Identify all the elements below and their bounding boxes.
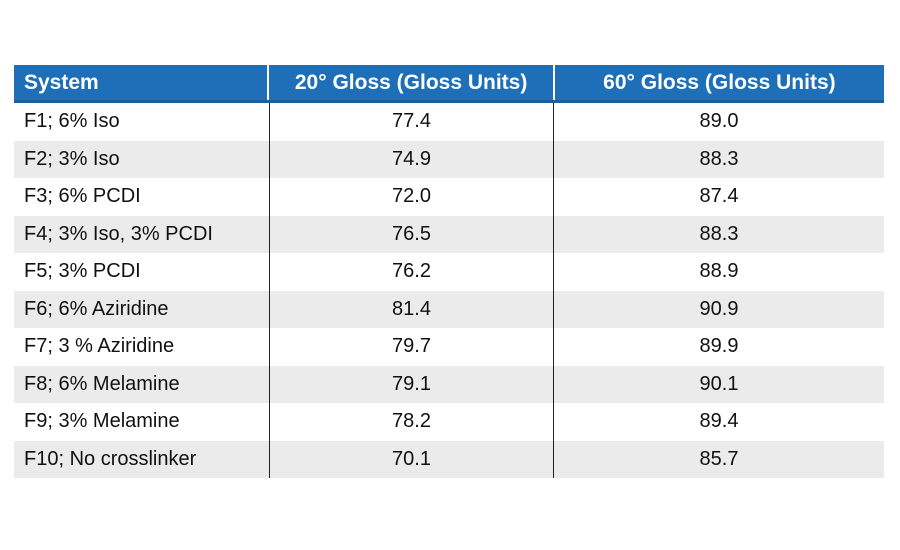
gloss-60-cell: 88.3 bbox=[699, 147, 739, 170]
gloss-20-cell: 70.1 bbox=[270, 440, 554, 478]
gloss-60-cell: 89.9 bbox=[699, 335, 739, 358]
gloss-60-cell: 89.0 bbox=[699, 110, 739, 133]
table-row: F3; 6% PCDI 72.0 87.4 bbox=[14, 178, 884, 216]
gloss-60-cell: 88.9 bbox=[699, 260, 739, 283]
table-row: F2; 3% Iso 74.9 88.3 bbox=[14, 140, 884, 178]
system-cell: F10; No crosslinker bbox=[14, 440, 270, 478]
table-row: F9; 3% Melamine 78.2 89.4 bbox=[14, 403, 884, 441]
system-cell: F9; 3% Melamine bbox=[14, 403, 270, 441]
gloss-20-cell: 77.4 bbox=[270, 103, 554, 141]
header-20-gloss: 20° Gloss (Gloss Units) bbox=[269, 65, 555, 100]
table-row: F8; 6% Melamine 79.1 90.1 bbox=[14, 365, 884, 403]
table-header: System 20° Gloss (Gloss Units) 60° Gloss… bbox=[14, 65, 884, 103]
system-cell: F1; 6% Iso bbox=[14, 103, 270, 141]
gloss-60-cell: 89.4 bbox=[699, 410, 739, 433]
table-row: F10; No crosslinker 70.1 85.7 bbox=[14, 440, 884, 478]
table-row: F6; 6% Aziridine 81.4 90.9 bbox=[14, 290, 884, 328]
gloss-60-cell: 85.7 bbox=[699, 447, 739, 470]
system-cell: F3; 6% PCDI bbox=[14, 178, 270, 216]
gloss-60-cell: 88.3 bbox=[699, 222, 739, 245]
gloss-60-cell: 87.4 bbox=[699, 185, 739, 208]
gloss-20-cell: 81.4 bbox=[270, 290, 554, 328]
gloss-20-cell: 76.2 bbox=[270, 253, 554, 291]
header-system: System bbox=[14, 65, 270, 100]
system-cell: F8; 6% Melamine bbox=[14, 365, 270, 403]
gloss-20-cell: 79.7 bbox=[270, 328, 554, 366]
gloss-60-cell: 90.9 bbox=[699, 297, 739, 320]
table-row: F1; 6% Iso 77.4 89.0 bbox=[14, 103, 884, 141]
system-cell: F5; 3% PCDI bbox=[14, 253, 270, 291]
gloss-60-cell: 90.1 bbox=[699, 372, 739, 395]
gloss-20-cell: 72.0 bbox=[270, 178, 554, 216]
table-row: F4; 3% Iso, 3% PCDI 76.5 88.3 bbox=[14, 215, 884, 253]
system-cell: F6; 6% Aziridine bbox=[14, 290, 270, 328]
table-row: F5; 3% PCDI 76.2 88.9 bbox=[14, 253, 884, 291]
header-60-gloss: 60° Gloss (Gloss Units) bbox=[603, 70, 836, 94]
gloss-20-cell: 78.2 bbox=[270, 403, 554, 441]
gloss-20-cell: 74.9 bbox=[270, 140, 554, 178]
system-cell: F7; 3 % Aziridine bbox=[14, 328, 270, 366]
system-cell: F2; 3% Iso bbox=[14, 140, 270, 178]
system-cell: F4; 3% Iso, 3% PCDI bbox=[14, 215, 270, 253]
gloss-20-cell: 79.1 bbox=[270, 365, 554, 403]
table-row: F7; 3 % Aziridine 79.7 89.9 bbox=[14, 328, 884, 366]
gloss-20-cell: 76.5 bbox=[270, 215, 554, 253]
gloss-table: System 20° Gloss (Gloss Units) 60° Gloss… bbox=[14, 65, 884, 478]
